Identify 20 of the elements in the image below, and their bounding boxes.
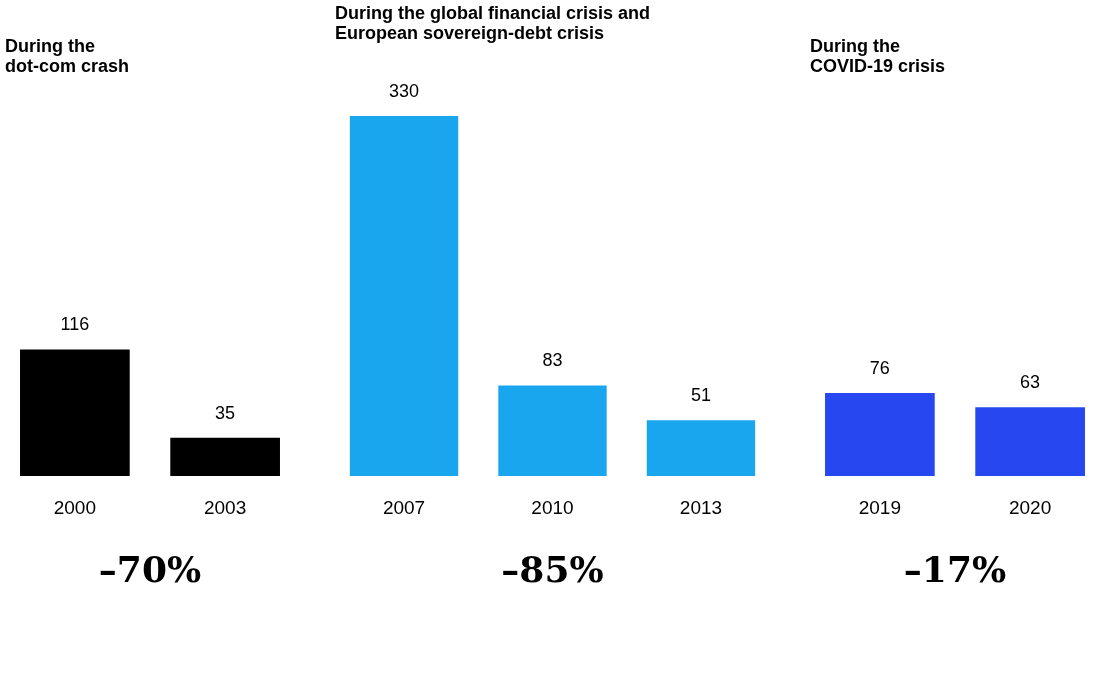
x-tick-label: 2020	[1008, 496, 1052, 518]
text: –70%	[98, 548, 202, 590]
x-tick-label: 2013	[679, 496, 723, 518]
data-label: 76	[869, 358, 890, 379]
x-tick-label: 2010	[531, 496, 574, 518]
data-label: 63	[1020, 372, 1041, 393]
x-tick-label: 2003	[203, 496, 247, 518]
chart-title: During the global financial crisis and European sovereign-debt crisis	[335, 3, 651, 43]
chart-title: During the dot-com crash	[5, 36, 130, 76]
data-label: 83	[542, 350, 563, 371]
chart-title: During the COVID-19 crisis	[810, 36, 946, 76]
data-label: 116	[60, 314, 90, 335]
x-tick-label: 2019	[858, 496, 902, 518]
text: –85%	[501, 548, 604, 590]
data-label: 35	[215, 402, 236, 423]
x-tick-label: 2000	[53, 496, 97, 518]
x-tick-label: 2007	[382, 496, 426, 518]
data-label: 51	[690, 385, 711, 406]
text: –17%	[903, 548, 1007, 590]
data-label: 330	[389, 81, 420, 101]
